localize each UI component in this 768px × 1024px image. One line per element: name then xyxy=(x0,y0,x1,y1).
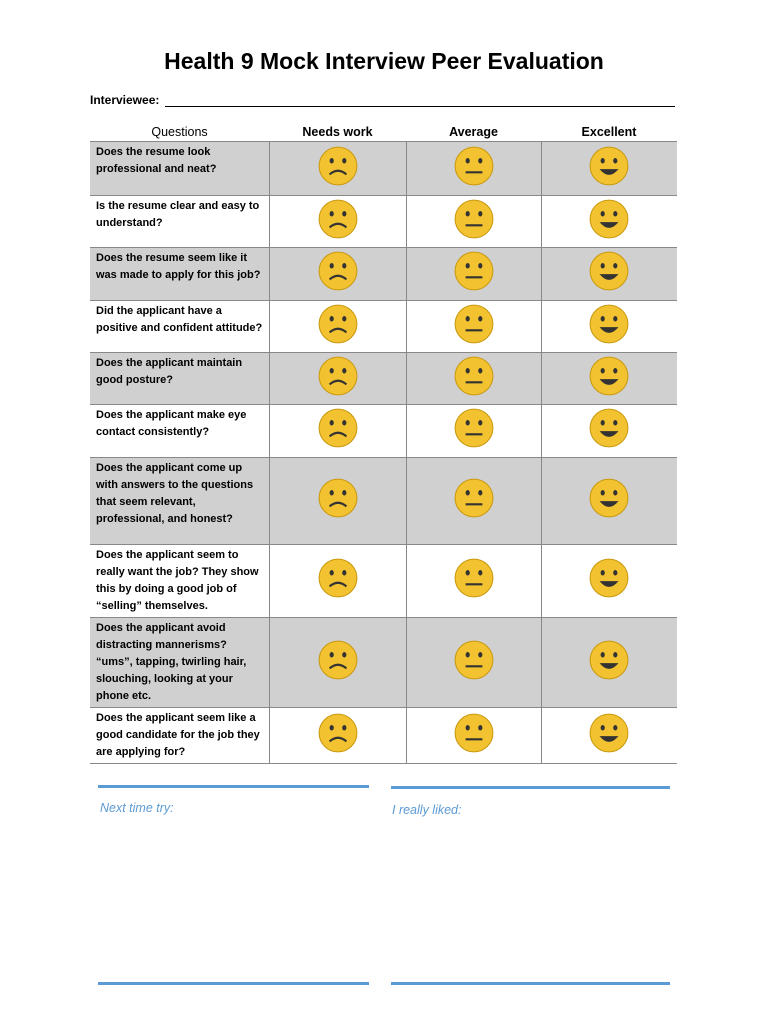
rating-cell xyxy=(540,544,677,618)
rating-cell xyxy=(268,544,406,618)
happy-face[interactable] xyxy=(588,477,630,519)
really-liked-label: I really liked: xyxy=(392,803,462,817)
question: Does the applicant come up with answers … xyxy=(90,457,269,545)
rating-cell xyxy=(268,457,406,545)
column-header: Average xyxy=(406,122,541,142)
neutral-face[interactable] xyxy=(453,198,495,240)
question: Does the applicant seem like a good cand… xyxy=(90,707,269,764)
neutral-face[interactable] xyxy=(453,145,495,187)
rating-cell xyxy=(540,141,677,196)
rating-cell xyxy=(268,352,406,405)
divider xyxy=(391,982,670,985)
column-header: Needs work xyxy=(269,122,406,142)
happy-face[interactable] xyxy=(588,712,630,754)
rating-cell xyxy=(540,300,677,353)
table-row: Is the resume clear and easy to understa… xyxy=(90,195,677,248)
interviewee-line xyxy=(165,106,675,107)
happy-face[interactable] xyxy=(588,303,630,345)
column-header: Questions xyxy=(90,122,269,142)
table-row: Does the applicant come up with answers … xyxy=(90,457,677,545)
sad-face[interactable] xyxy=(317,407,359,449)
rating-cell xyxy=(405,617,541,708)
rating-cell xyxy=(405,544,541,618)
table-row: Does the resume seem like it was made to… xyxy=(90,247,677,301)
rating-cell xyxy=(405,457,541,545)
rating-cell xyxy=(540,617,677,708)
happy-face[interactable] xyxy=(588,198,630,240)
sad-face[interactable] xyxy=(317,557,359,599)
neutral-face[interactable] xyxy=(453,407,495,449)
happy-face[interactable] xyxy=(588,639,630,681)
question: Does the applicant maintain good posture… xyxy=(90,352,269,405)
happy-face[interactable] xyxy=(588,250,630,292)
question: Does the applicant seem to really want t… xyxy=(90,544,269,618)
column-header: Excellent xyxy=(541,122,677,142)
rating-cell xyxy=(268,617,406,708)
table-row: Does the applicant seem like a good cand… xyxy=(90,707,677,764)
neutral-face[interactable] xyxy=(453,557,495,599)
question: Does the applicant avoid distracting man… xyxy=(90,617,269,708)
title: Health 9 Mock Interview Peer Evaluation xyxy=(164,48,604,74)
evaluation-table: Questions Needs work Average Excellent Does … xyxy=(90,122,677,764)
table-row: Does the resume look professional and ne… xyxy=(90,141,677,196)
table-row: Does the applicant avoid distracting man… xyxy=(90,617,677,708)
question: Does the applicant make eye contact cons… xyxy=(90,404,269,458)
interviewee-label: Interviewee: xyxy=(90,93,160,107)
table-row: Does the applicant make eye contact cons… xyxy=(90,404,677,458)
next-time-label: Next time try: xyxy=(100,801,174,815)
rating-cell xyxy=(268,404,406,458)
rating-cell xyxy=(540,404,677,458)
rating-cell xyxy=(268,300,406,353)
rating-cell xyxy=(405,352,541,405)
rating-cell xyxy=(268,141,406,196)
sad-face[interactable] xyxy=(317,145,359,187)
sad-face[interactable] xyxy=(317,639,359,681)
question: Does the resume seem like it was made to… xyxy=(90,247,269,301)
happy-face[interactable] xyxy=(588,145,630,187)
rating-cell xyxy=(540,247,677,301)
neutral-face[interactable] xyxy=(453,250,495,292)
sad-face[interactable] xyxy=(317,355,359,397)
divider xyxy=(98,785,369,788)
table-row: Does the applicant seem to really want t… xyxy=(90,544,677,618)
rating-cell xyxy=(405,300,541,353)
neutral-face[interactable] xyxy=(453,639,495,681)
rating-cell xyxy=(405,141,541,196)
rating-cell xyxy=(540,195,677,248)
sad-face[interactable] xyxy=(317,250,359,292)
neutral-face[interactable] xyxy=(453,303,495,345)
neutral-face[interactable] xyxy=(453,712,495,754)
neutral-face[interactable] xyxy=(453,477,495,519)
rating-cell xyxy=(268,195,406,248)
happy-face[interactable] xyxy=(588,355,630,397)
sad-face[interactable] xyxy=(317,712,359,754)
divider xyxy=(98,982,369,985)
table-row: Does the applicant maintain good posture… xyxy=(90,352,677,405)
rating-cell xyxy=(268,707,406,764)
question: Is the resume clear and easy to understa… xyxy=(90,195,269,248)
rating-cell xyxy=(540,707,677,764)
rating-cell xyxy=(405,195,541,248)
happy-face[interactable] xyxy=(588,557,630,599)
rating-cell xyxy=(405,404,541,458)
table-row: Did the applicant have a positive and co… xyxy=(90,300,677,353)
rating-cell xyxy=(540,457,677,545)
rating-cell xyxy=(540,352,677,405)
rating-cell xyxy=(268,247,406,301)
happy-face[interactable] xyxy=(588,407,630,449)
neutral-face[interactable] xyxy=(453,355,495,397)
question: Does the resume look professional and ne… xyxy=(90,141,269,196)
rating-cell xyxy=(405,247,541,301)
divider xyxy=(391,786,670,789)
sad-face[interactable] xyxy=(317,477,359,519)
sad-face[interactable] xyxy=(317,198,359,240)
sad-face[interactable] xyxy=(317,303,359,345)
question: Did the applicant have a positive and co… xyxy=(90,300,269,353)
rating-cell xyxy=(405,707,541,764)
